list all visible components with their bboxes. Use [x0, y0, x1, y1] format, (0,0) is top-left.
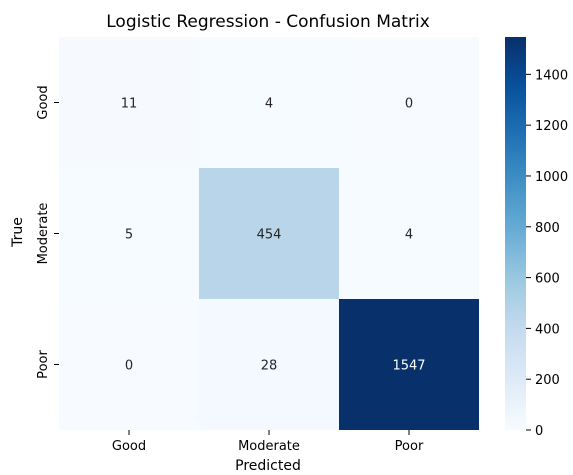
y-axis-label: True: [10, 217, 26, 248]
x-tick-label: Moderate: [238, 439, 300, 454]
x-axis: Good Moderate Poor: [112, 430, 424, 454]
colorbar: [505, 37, 526, 430]
colorbar-tick-label: 400: [535, 322, 560, 337]
cell-value-label: 5: [125, 228, 133, 243]
heatmap-cells: [59, 37, 479, 430]
colorbar-tick-label: 0: [535, 424, 543, 439]
x-axis-label: Predicted: [235, 458, 301, 474]
heatmap-cell: [59, 168, 199, 299]
heatmap-cell: [199, 37, 339, 168]
x-tick-label: Poor: [395, 439, 424, 454]
cell-value-label: 28: [261, 359, 278, 374]
heatmap-cell: [59, 299, 199, 430]
heatmap-cell: [339, 37, 479, 168]
chart-title: Logistic Regression - Confusion Matrix: [106, 12, 430, 32]
cell-value-labels: 11 4 0 5 454 4 0 28 1547: [121, 97, 426, 374]
y-tick-label: Moderate: [36, 203, 51, 265]
colorbar-tick-label: 1400: [535, 68, 568, 83]
cell-value-label: 0: [125, 359, 133, 374]
colorbar-tick-label: 1000: [535, 170, 568, 185]
colorbar-ticks: 0 200 400 600 800 1000 1200 1400: [526, 68, 568, 439]
cell-value-label: 4: [265, 97, 273, 112]
colorbar-tick-label: 800: [535, 221, 560, 236]
x-tick-label: Good: [112, 439, 146, 454]
colorbar-tick-label: 1200: [535, 119, 568, 134]
cell-value-label: 454: [257, 228, 282, 243]
cell-value-label: 0: [405, 97, 413, 112]
y-tick-label: Good: [36, 85, 51, 119]
heatmap-cell: [59, 37, 199, 168]
colorbar-tick-label: 600: [535, 272, 560, 287]
cell-value-label: 4: [405, 228, 413, 243]
heatmap-cell: [339, 168, 479, 299]
heatmap-cell: [339, 299, 479, 430]
heatmap-cell: [199, 299, 339, 430]
heatmap-cell: [199, 168, 339, 299]
y-axis: Good Moderate Poor: [36, 85, 59, 379]
cell-value-label: 1547: [392, 359, 425, 374]
colorbar-tick-label: 200: [535, 373, 560, 388]
cell-value-label: 11: [121, 97, 138, 112]
y-tick-label: Poor: [36, 350, 51, 379]
